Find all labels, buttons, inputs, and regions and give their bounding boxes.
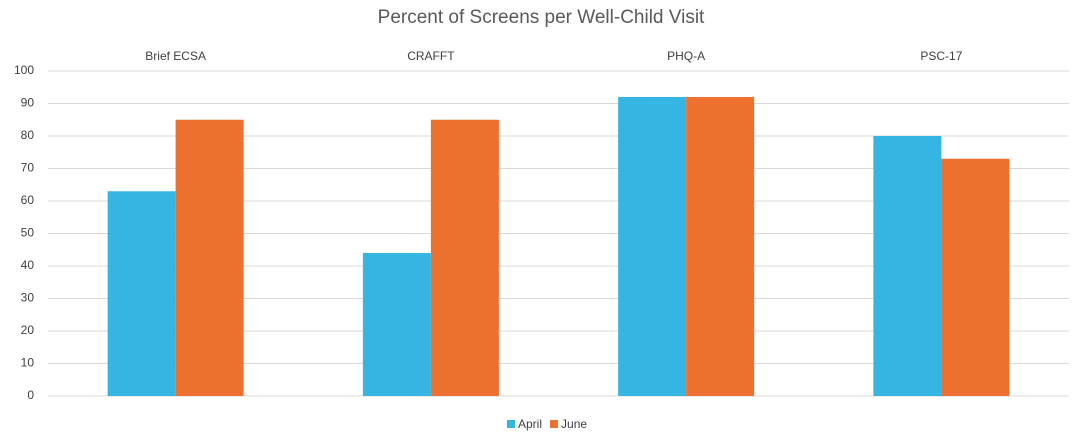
bar [430, 119, 499, 396]
legend-label: June [561, 417, 587, 431]
y-tick-label: 60 [21, 193, 35, 207]
y-tick-label: 30 [21, 291, 35, 305]
bar [873, 136, 942, 396]
y-tick-label: 0 [27, 388, 34, 402]
legend-swatch [550, 420, 559, 428]
category-label: Brief ECSA [145, 49, 206, 63]
category-label: PSC-17 [920, 49, 962, 63]
bar [686, 97, 755, 396]
legend-swatch [507, 420, 515, 428]
y-tick-label: 100 [14, 63, 34, 77]
y-tick-label: 10 [21, 356, 35, 370]
y-tick-label: 70 [21, 161, 35, 175]
y-tick-label: 40 [21, 258, 35, 272]
y-tick-label: 80 [21, 128, 35, 142]
category-label: CRAFFT [407, 49, 455, 63]
y-tick-label: 90 [21, 96, 35, 110]
chart-title: Percent of Screens per Well-Child Visit [378, 7, 705, 28]
category-label: PHQ-A [667, 49, 705, 63]
bar [175, 119, 244, 396]
bar [618, 97, 687, 396]
y-tick-label: 50 [21, 226, 35, 240]
bar [941, 158, 1010, 396]
bar [362, 253, 431, 396]
legend-label: April [518, 417, 542, 431]
y-tick-label: 20 [21, 323, 35, 337]
bar [107, 191, 176, 396]
